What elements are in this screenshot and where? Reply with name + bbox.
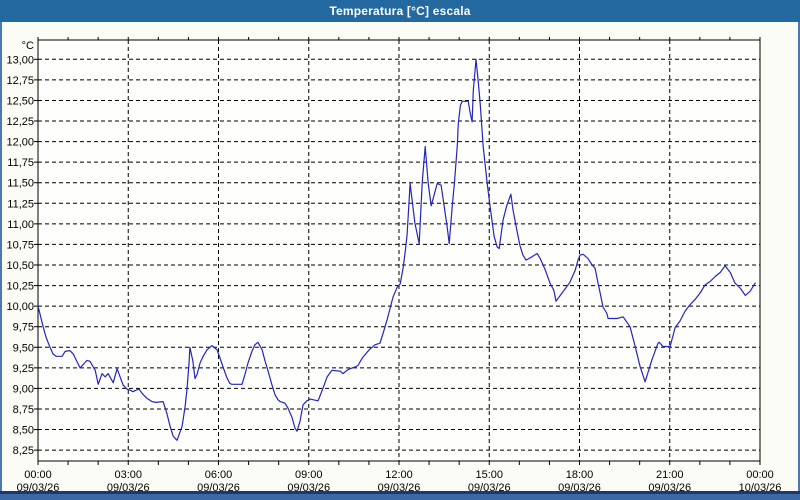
svg-text:12,25: 12,25	[6, 116, 34, 128]
svg-text:8,25: 8,25	[13, 445, 34, 457]
svg-text:10,50: 10,50	[6, 260, 34, 272]
x-tick-time: 03:00	[114, 469, 142, 481]
title-bar: Temperatura [°C] escala	[0, 0, 800, 22]
svg-text:11,25: 11,25	[7, 198, 34, 210]
x-tick-time: 09:00	[295, 469, 323, 481]
temperature-line	[37, 58, 756, 441]
svg-text:10,75: 10,75	[6, 239, 34, 251]
x-tick-time: 06:00	[205, 469, 233, 481]
svg-text:9,00: 9,00	[13, 383, 34, 395]
svg-text:9,50: 9,50	[13, 342, 34, 354]
svg-text:11,50: 11,50	[7, 178, 34, 190]
svg-text:8,50: 8,50	[13, 425, 34, 437]
svg-text:11,00: 11,00	[7, 219, 34, 231]
svg-text:10,25: 10,25	[6, 281, 34, 293]
x-tick-time: 12:00	[385, 469, 413, 481]
svg-text:12,75: 12,75	[6, 75, 34, 87]
svg-text:12,00: 12,00	[6, 137, 34, 149]
svg-text:12,50: 12,50	[6, 95, 34, 107]
svg-text:9,75: 9,75	[13, 322, 34, 334]
plot-border	[37, 39, 761, 462]
window-title: Temperatura [°C] escala	[329, 4, 471, 18]
y-unit-label: °C	[22, 40, 34, 52]
window-border-left	[0, 22, 2, 500]
window-border-right	[798, 22, 800, 500]
window-border-bottom	[0, 494, 800, 500]
svg-text:11,75: 11,75	[7, 157, 34, 169]
x-grid	[127, 40, 671, 461]
x-tick-time: 18:00	[566, 469, 594, 481]
x-tick-time: 00:00	[24, 469, 52, 481]
y-axis-labels: 13,00 12,75 12,50 12,25 12,00 11,75 11,50 11,25…	[6, 54, 34, 457]
window-border-bottom-dark	[0, 491, 800, 494]
svg-text:13,00: 13,00	[6, 54, 34, 66]
x-tick-time: 15:00	[475, 469, 503, 481]
y-axis-ticks	[34, 58, 38, 451]
svg-text:8,75: 8,75	[13, 404, 34, 416]
svg-text:9,25: 9,25	[13, 363, 34, 375]
x-tick-time: 00:00	[746, 469, 774, 481]
svg-text:10,00: 10,00	[6, 301, 34, 313]
x-tick-time: 21:00	[656, 469, 684, 481]
